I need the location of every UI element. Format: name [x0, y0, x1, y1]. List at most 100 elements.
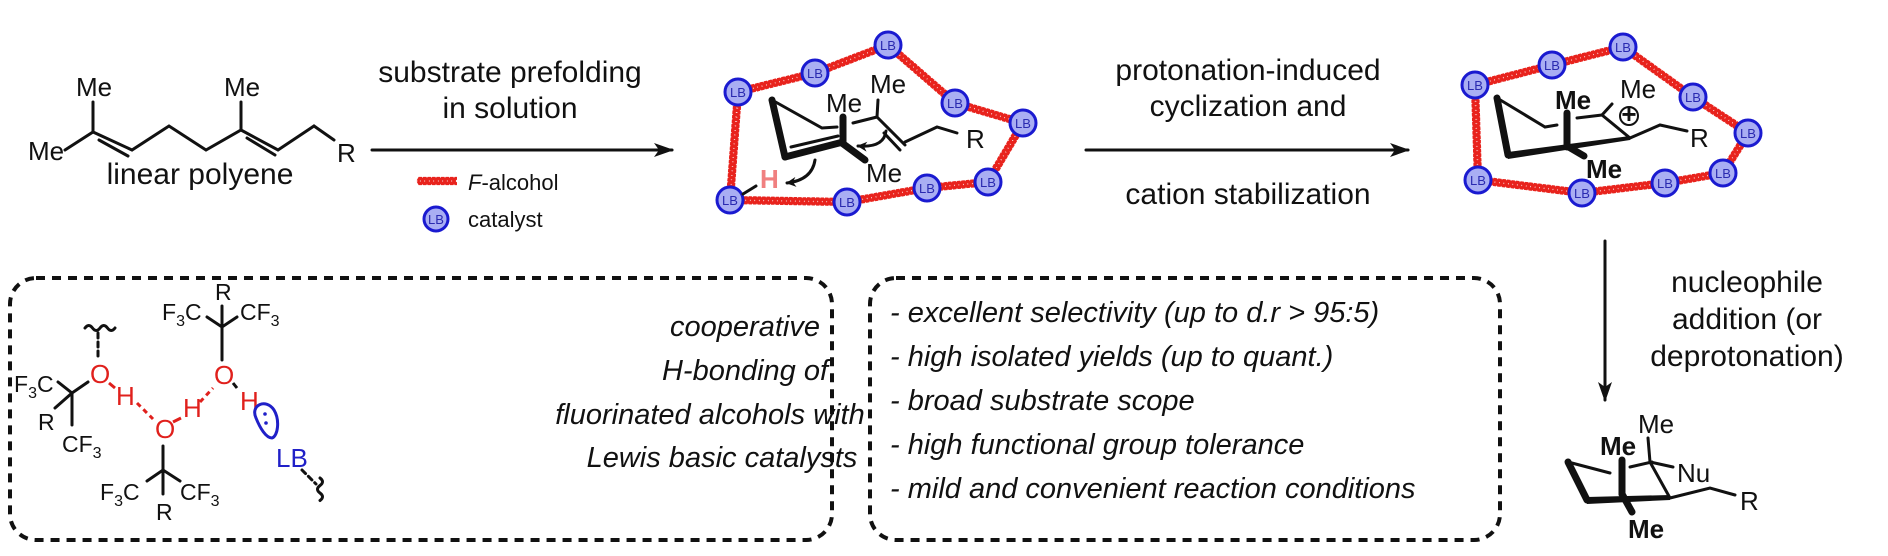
prefolded-skeleton: [741, 96, 959, 196]
lewis-base-catalyst-label: LB: [1467, 78, 1483, 93]
bond: [1564, 458, 1591, 504]
r-group-label: R: [1740, 486, 1759, 516]
f-alcohol-strand: [728, 195, 849, 207]
feature-item: - excellent selectivity (up to d.r > 95:…: [890, 297, 1379, 329]
bond: [1648, 460, 1672, 500]
step2-arrow: protonation-induced cyclization and cati…: [1084, 54, 1410, 211]
lewis-base-catalyst-icon: [832, 187, 862, 217]
feature-item: - high functional group tolerance: [890, 429, 1304, 461]
r-group-label: R: [966, 124, 985, 154]
curved-arrow: [785, 158, 817, 187]
lewis-base-catalyst-icon: [912, 173, 942, 203]
formula-text: F: [100, 479, 114, 505]
lewis-base-catalyst-icon: [715, 185, 745, 215]
description-line: H-bonding of: [662, 355, 831, 387]
formula-subscript: 3: [176, 313, 185, 330]
legend-catalyst: catalyst: [468, 207, 543, 232]
lewis-base-catalyst-label: LB: [730, 85, 746, 100]
bond: [1600, 102, 1614, 117]
formula-subscript: 3: [271, 313, 280, 330]
bond: [1648, 460, 1675, 469]
feature-item: - high isolated yields (up to quant.): [890, 341, 1333, 373]
oxygen-label: O: [90, 359, 110, 389]
description-line: Lewis basic catalysts: [587, 442, 858, 474]
methyl-label: Me: [826, 88, 862, 118]
lewis-base-catalyst-icon: [1608, 32, 1638, 62]
polyene-chain: [63, 124, 336, 152]
f-alcohol-strand: [887, 42, 955, 107]
methyl-label: Me: [870, 69, 906, 99]
step1-label: in solution: [442, 92, 577, 125]
feature-item: - broad substrate scope: [890, 385, 1195, 417]
lone-pair-dot: [263, 412, 267, 416]
description-line: fluorinated alcohols with: [555, 399, 865, 431]
lewis-base-catalyst-label: LB: [1574, 186, 1590, 201]
methyl-label: Me: [1555, 85, 1591, 115]
step2-label: cyclization and: [1150, 90, 1347, 123]
lewis-base-catalyst-icon: [1678, 82, 1708, 112]
formula-subscript: 3: [114, 493, 123, 510]
f3c-label: F3C: [14, 371, 54, 402]
methyl-label: Me: [1620, 74, 1656, 104]
formula-text: CF: [240, 299, 271, 325]
legend-f-suffix: -alcohol: [481, 170, 558, 195]
f-alcohol-strand: [1471, 84, 1482, 182]
bond: [56, 380, 90, 395]
formula-text: C: [185, 299, 202, 325]
step3-label: deprotonation): [1650, 340, 1843, 373]
lewis-base-catalyst-label: LB: [1015, 116, 1031, 131]
wavy-bond: [83, 324, 117, 332]
double-bond: [875, 115, 907, 147]
lewis-base-catalyst-label: LB: [1685, 90, 1701, 105]
hydrogen-bond: [135, 401, 155, 421]
bond: [1646, 436, 1652, 464]
substrate-name: linear polyene: [107, 158, 294, 191]
lewis-base-catalyst-icon: [1733, 118, 1763, 148]
cation-skeleton: [1493, 94, 1689, 160]
catalyst-icon: [422, 205, 450, 233]
f3c-label: F3C: [100, 479, 140, 510]
bond: [1563, 142, 1588, 160]
proton-label: H: [760, 164, 779, 194]
methyl-label: Me: [224, 72, 260, 102]
r-group-label: R: [215, 279, 232, 305]
bond: [741, 184, 758, 196]
formula-subscript: 3: [28, 385, 37, 402]
lewis-base-catalyst-icon: [723, 77, 753, 107]
hydrogen-bond: [198, 386, 215, 404]
oxygen-label: O: [155, 414, 175, 444]
lewis-base-catalyst-icon: [1650, 168, 1680, 198]
lewis-base-catalyst-label: LB: [807, 66, 823, 81]
cf3-label: CF3: [240, 299, 280, 330]
bond: [770, 98, 839, 130]
lewis-base-catalyst-icon: [1567, 178, 1597, 208]
cf3-label: CF3: [180, 479, 220, 510]
lewis-base-catalyst-label: LB: [839, 195, 855, 210]
methyl-label: Me: [1586, 154, 1622, 184]
catalyst-icon-label: LB: [428, 212, 444, 227]
r-group-label: R: [38, 409, 55, 435]
lone-pair-dot: [264, 421, 268, 425]
double-bond: [781, 138, 847, 161]
hbonding-box: F3C R CF3 O H O F3C CF3 R H O F3C R CF3 …: [8, 276, 865, 542]
step3-label: nucleophile: [1671, 266, 1823, 299]
bond: [1575, 113, 1604, 120]
lewis-base-catalyst-label: LB: [1740, 126, 1756, 141]
formula-text: F: [14, 371, 28, 397]
lewis-base-catalyst-label: LB: [1715, 166, 1731, 181]
bond: [1600, 113, 1632, 140]
bond: [768, 96, 789, 161]
features-box: - excellent selectivity (up to d.r > 95:…: [868, 276, 1502, 542]
lewis-base-catalyst-icon: [1008, 108, 1038, 138]
double-bond: [97, 138, 130, 158]
bond: [1495, 96, 1559, 129]
hydrogen-label: H: [116, 381, 135, 411]
bond: [903, 125, 959, 144]
lewis-base-catalyst-icon: [1460, 70, 1490, 100]
curved-arrow: [856, 129, 888, 152]
lewis-base-catalyst-label: LB: [947, 96, 963, 111]
formula-text: C: [123, 479, 140, 505]
formula-text: C: [37, 371, 54, 397]
lewis-base-catalyst-icon: [873, 30, 903, 60]
lewis-base-catalyst-icon: [1463, 165, 1493, 195]
